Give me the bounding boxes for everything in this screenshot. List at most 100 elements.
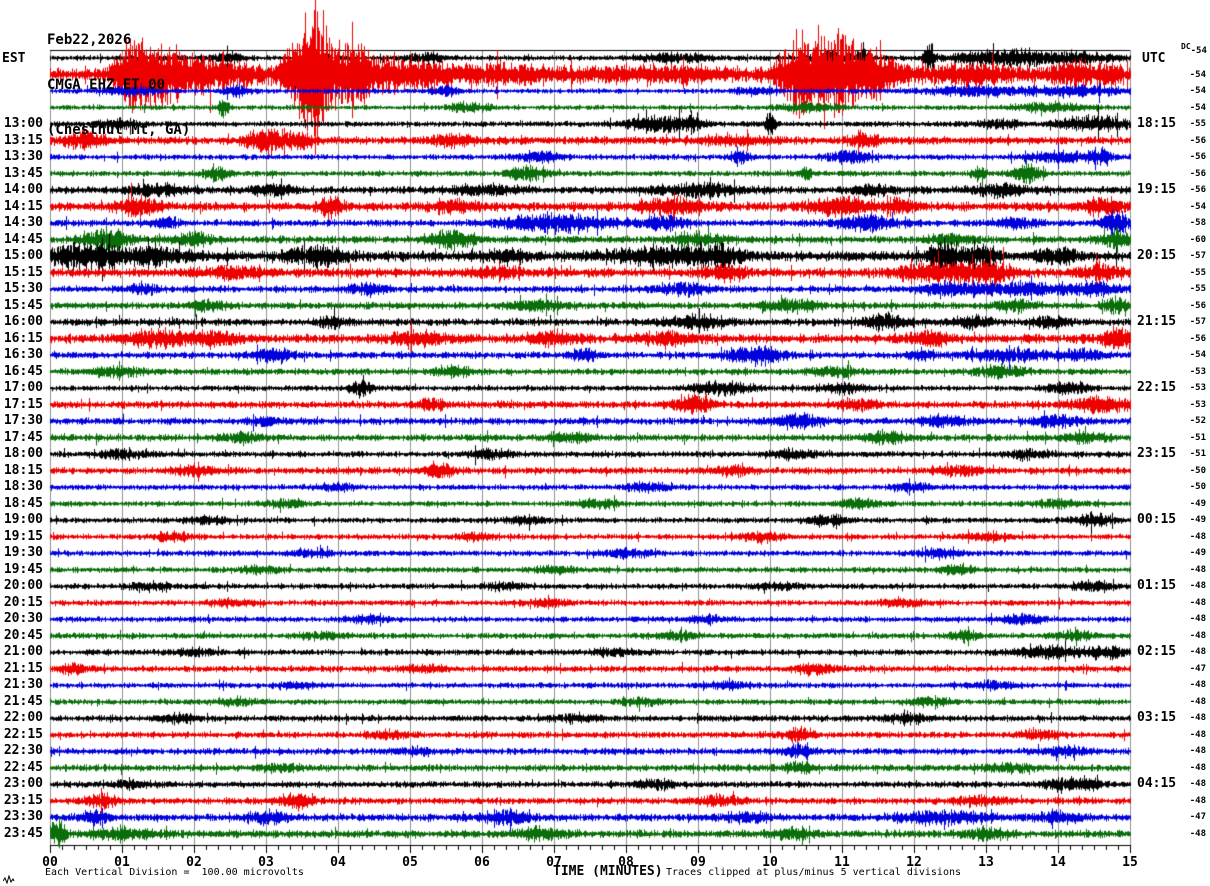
dc-value: -48 [1189, 614, 1206, 625]
x-tick-label-11: 11 [834, 855, 850, 870]
x-tick-label-09: 09 [690, 855, 706, 870]
x-tick-label-02: 02 [186, 855, 202, 870]
left-time-label-20-00: 20:00 [3, 578, 43, 594]
left-time-label-13-30: 13:30 [3, 149, 43, 165]
dc-value: -48 [1189, 746, 1206, 757]
dc-value: -48 [1189, 762, 1206, 773]
dc-value: -55 [1189, 284, 1206, 295]
left-time-label-18-30: 18:30 [3, 479, 43, 495]
dc-value: -48 [1189, 531, 1206, 542]
left-time-label-19-00: 19:00 [3, 512, 43, 528]
left-time-label-21-15: 21:15 [3, 660, 43, 676]
x-tick-label-03: 03 [258, 855, 274, 870]
x-tick-label-15: 15 [1122, 855, 1138, 870]
left-time-label-13-45: 13:45 [3, 165, 43, 181]
x-tick-label-05: 05 [402, 855, 418, 870]
dc-value: -48 [1189, 564, 1206, 575]
dc-value: -48 [1189, 581, 1206, 592]
dc-value: -56 [1189, 168, 1206, 179]
x-tick-label-01: 01 [114, 855, 130, 870]
dc-value: -49 [1189, 548, 1206, 559]
x-tick-label-04: 04 [330, 855, 346, 870]
right-time-label-03-15: 03:15 [1137, 710, 1177, 726]
left-time-label-23-15: 23:15 [3, 792, 43, 808]
dc-value: -48 [1189, 597, 1206, 608]
dc-value: -53 [1189, 399, 1206, 410]
right-time-label-23-15: 23:15 [1137, 446, 1177, 462]
left-time-label-20-30: 20:30 [3, 611, 43, 627]
dc-value: -56 [1189, 300, 1206, 311]
left-time-label-17-30: 17:30 [3, 413, 43, 429]
left-time-label-16-30: 16:30 [3, 347, 43, 363]
right-time-label-18-15: 18:15 [1137, 116, 1177, 132]
x-tick-label-14: 14 [1050, 855, 1066, 870]
left-time-label-21-00: 21:00 [3, 644, 43, 660]
right-time-label-20-15: 20:15 [1137, 248, 1177, 264]
waveform-icon [2, 869, 15, 886]
left-time-label-17-15: 17:15 [3, 396, 43, 412]
dc-value: -53 [1189, 366, 1206, 377]
left-time-label-14-45: 14:45 [3, 231, 43, 247]
left-time-label-13-00: 13:00 [3, 116, 43, 132]
left-time-label-22-30: 22:30 [3, 743, 43, 759]
left-time-label-14-30: 14:30 [3, 215, 43, 231]
dc-value: -54 [1189, 201, 1206, 212]
left-time-label-14-15: 14:15 [3, 198, 43, 214]
x-tick-label-13: 13 [978, 855, 994, 870]
dc-value: -54 [1189, 86, 1206, 97]
left-time-label-20-15: 20:15 [3, 594, 43, 610]
left-time-label-14-00: 14:00 [3, 182, 43, 198]
dc-value: -49 [1189, 498, 1206, 509]
dc-value: -48 [1189, 713, 1206, 724]
left-time-label-15-30: 15:30 [3, 281, 43, 297]
dc-value: -48 [1189, 680, 1206, 691]
dc-value: -57 [1189, 317, 1206, 328]
dc-value: -54 [1189, 69, 1206, 80]
dc-value: -52 [1189, 416, 1206, 427]
right-timezone-label: UTC [1142, 51, 1166, 66]
left-time-label-18-15: 18:15 [3, 462, 43, 478]
left-time-label-17-00: 17:00 [3, 380, 43, 396]
dc-value: -47 [1189, 812, 1206, 823]
dc-value: -49 [1189, 515, 1206, 526]
dc-value: -54 [1189, 350, 1206, 361]
clip-note: Traces clipped at plus/minus 5 vertical … [666, 867, 962, 878]
x-tick-label-10: 10 [762, 855, 778, 870]
left-time-label-18-45: 18:45 [3, 495, 43, 511]
right-time-label-19-15: 19:15 [1137, 182, 1177, 198]
right-time-label-22-15: 22:15 [1137, 380, 1177, 396]
x-tick-label-08: 08 [618, 855, 634, 870]
x-tick-label-00: 00 [42, 855, 58, 870]
header-station-code: CMGA EHZ ET 00 [47, 77, 166, 93]
left-time-label-21-45: 21:45 [3, 693, 43, 709]
dc-value: -55 [1189, 119, 1206, 130]
dc-value: -56 [1189, 152, 1206, 163]
dc-value: -51 [1189, 449, 1206, 460]
x-axis-title: TIME (MINUTES) [553, 864, 663, 879]
dc-value: -54 [1189, 102, 1206, 113]
right-time-label-00-15: 00:15 [1137, 512, 1177, 528]
left-time-label-15-00: 15:00 [3, 248, 43, 264]
left-time-label-16-15: 16:15 [3, 330, 43, 346]
left-time-label-13-15: 13:15 [3, 132, 43, 148]
plot-header: Feb22,2026 CMGA EHZ ET 00 (Chestnut Mt, … [47, 3, 190, 168]
left-time-label-22-15: 22:15 [3, 726, 43, 742]
left-timezone-label: EST [2, 51, 26, 66]
dc-label: DC [1181, 42, 1191, 51]
right-time-label-01-15: 01:15 [1137, 578, 1177, 594]
vertical-scale-note: Each Vertical Division = 100.00 microvol… [45, 867, 304, 878]
dc-value: -56 [1189, 333, 1206, 344]
dc-value: -53 [1189, 383, 1206, 394]
dc-value: -56 [1189, 135, 1206, 146]
left-time-label-17-45: 17:45 [3, 429, 43, 445]
left-time-label-15-45: 15:45 [3, 297, 43, 313]
dc-value: -48 [1189, 795, 1206, 806]
left-time-label-22-00: 22:00 [3, 710, 43, 726]
dc-value: -48 [1189, 647, 1206, 658]
left-time-label-16-00: 16:00 [3, 314, 43, 330]
left-time-label-20-45: 20:45 [3, 627, 43, 643]
left-time-label-22-45: 22:45 [3, 759, 43, 775]
left-time-label-23-00: 23:00 [3, 776, 43, 792]
header-station-location: (Chestnut Mt, GA) [47, 122, 191, 138]
